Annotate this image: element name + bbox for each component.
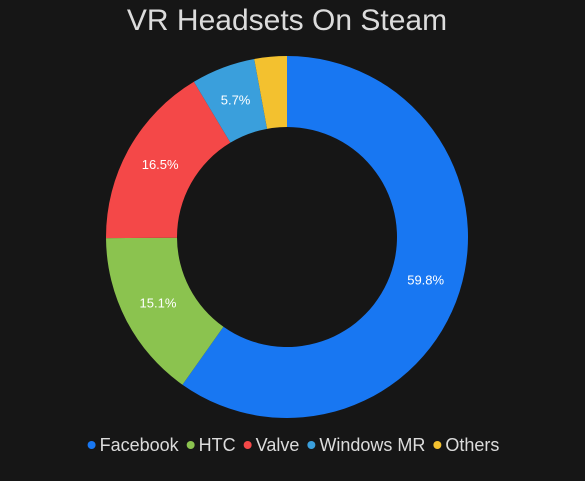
legend-label: HTC	[199, 435, 236, 455]
legend-label: Facebook	[100, 435, 180, 455]
slice	[193, 58, 268, 143]
data-label: 15.1%	[140, 296, 177, 311]
data-label: 16.5%	[142, 157, 179, 172]
chart-title: VR Headsets On Steam	[127, 4, 447, 37]
legend-marker	[243, 441, 252, 449]
legend-marker	[307, 441, 316, 449]
slice	[182, 56, 468, 418]
slice	[254, 56, 287, 129]
legend-label: Windows MR	[319, 435, 425, 455]
legend-marker	[87, 441, 96, 449]
slice	[106, 81, 231, 239]
slice	[106, 237, 224, 385]
data-label: 59.8%	[407, 273, 444, 288]
legend-marker	[433, 441, 442, 449]
legend-label: Others	[445, 435, 499, 455]
data-label: 5.7%	[221, 92, 251, 107]
legend-marker	[186, 441, 195, 449]
legend-label: Valve	[256, 435, 300, 455]
